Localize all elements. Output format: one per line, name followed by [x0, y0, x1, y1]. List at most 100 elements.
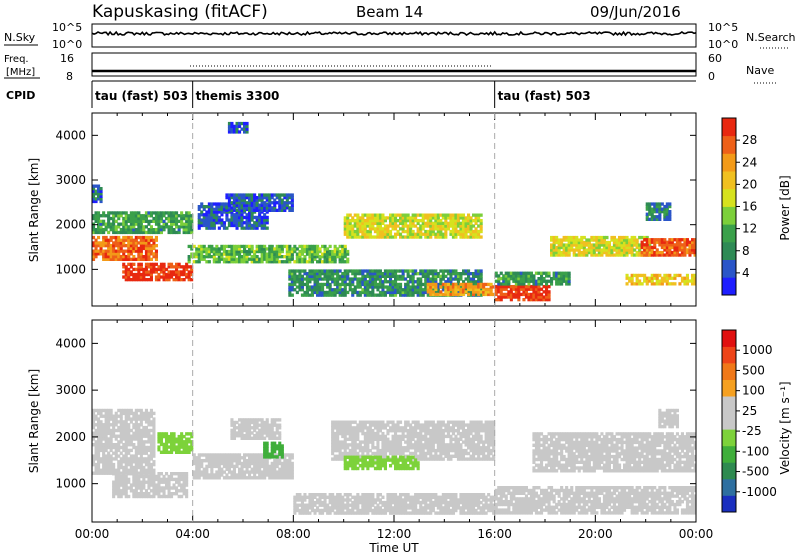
- heatmap-cell: [117, 414, 121, 418]
- heatmap-cell: [353, 277, 357, 281]
- heatmap-cell: [210, 456, 214, 460]
- heatmap-cell: [436, 285, 440, 289]
- heatmap-cell: [326, 285, 330, 289]
- heatmap-cell: [180, 216, 184, 221]
- heatmap-cell: [142, 417, 146, 421]
- heatmap-cell: [373, 423, 377, 427]
- heatmap-cell: [265, 210, 269, 214]
- heatmap-cell: [557, 271, 561, 275]
- heatmap-cell: [381, 431, 385, 436]
- heatmap-cell: [104, 471, 108, 475]
- heatmap-cell: [411, 285, 415, 289]
- heatmap-cell: [167, 494, 171, 499]
- heatmap-cell: [220, 218, 224, 222]
- heatmap-cell: [363, 229, 367, 234]
- heatmap-cell: [456, 219, 460, 223]
- heatmap-cell: [288, 244, 292, 249]
- heatmap-cell: [258, 456, 262, 460]
- heatmap-cell: [167, 230, 171, 235]
- heatmap-cell: [446, 221, 450, 225]
- heatmap-cell: [612, 253, 616, 257]
- heatmap-cell: [132, 489, 136, 493]
- heatmap-cell: [421, 282, 425, 287]
- heatmap-cell: [305, 285, 309, 289]
- heatmap-cell: [152, 219, 156, 223]
- heatmap-cell: [240, 213, 244, 217]
- heatmap-cell: [132, 222, 136, 226]
- heatmap-cell: [250, 203, 254, 207]
- heatmap-cell: [137, 423, 141, 427]
- heatmap-cell: [383, 454, 387, 458]
- heatmap-cell: [180, 278, 184, 282]
- heatmap-cell: [172, 483, 176, 487]
- heatmap-cell: [514, 292, 518, 297]
- heatmap-cell: [202, 218, 206, 222]
- heatmap-cell: [162, 445, 166, 449]
- heatmap-cell: [94, 417, 98, 421]
- heatmap-cell: [479, 282, 483, 287]
- heatmap-cell: [477, 269, 481, 273]
- heatmap-cell: [298, 269, 302, 273]
- heatmap-cell: [431, 282, 435, 287]
- heatmap-cell: [165, 267, 169, 272]
- heatmap-cell: [401, 274, 405, 278]
- heatmap-cell: [129, 457, 133, 461]
- heatmap-cell: [232, 249, 236, 254]
- heatmap-cell: [328, 282, 332, 287]
- heatmap-cell: [376, 288, 380, 292]
- heatmap-cell: [582, 250, 586, 255]
- heatmap-cell: [643, 243, 647, 247]
- heatmap-cell: [147, 241, 151, 245]
- heatmap-cell: [645, 207, 649, 211]
- heatmap-cell: [343, 448, 347, 453]
- heatmap-cell: [139, 411, 143, 416]
- heatmap-cell: [258, 431, 262, 435]
- heatmap-cell: [386, 229, 390, 234]
- heatmap-cell: [102, 462, 106, 467]
- range-tick-label: 3000: [55, 173, 86, 187]
- heatmap-cell: [411, 293, 415, 297]
- heatmap-cell: [389, 219, 393, 223]
- heatmap-cell: [182, 228, 186, 232]
- heatmap-cell: [472, 292, 476, 297]
- heatmap-cell: [366, 285, 370, 289]
- heatmap-cell: [255, 467, 259, 471]
- heatmap-cell: [534, 295, 538, 299]
- heatmap-cell: [240, 428, 244, 433]
- heatmap-cell: [527, 287, 531, 291]
- heatmap-cell: [439, 280, 443, 284]
- heatmap-cell: [529, 295, 533, 299]
- heatmap-cell: [187, 219, 191, 223]
- heatmap-cell: [107, 468, 111, 472]
- heatmap-cell: [467, 221, 471, 225]
- heatmap-cell: [134, 425, 138, 430]
- heatmap-cell: [693, 282, 696, 286]
- heatmap-cell: [600, 238, 604, 242]
- heatmap-cell: [381, 229, 385, 234]
- heatmap-cell: [137, 457, 141, 461]
- heatmap-cell: [235, 130, 239, 134]
- heatmap-cell: [376, 221, 380, 225]
- heatmap-cell: [479, 219, 483, 223]
- heatmap-cell: [449, 269, 453, 273]
- heatmap-cell: [165, 222, 169, 226]
- heatmap-cell: [268, 249, 272, 254]
- heatmap-cell: [152, 489, 156, 493]
- heatmap-cell: [273, 249, 277, 254]
- heatmap-cell: [258, 473, 262, 477]
- heatmap-cell: [159, 477, 163, 482]
- heatmap-cell: [373, 216, 377, 220]
- heatmap-cell: [620, 235, 624, 240]
- heatmap-cell: [109, 431, 113, 435]
- heatmap-cell: [409, 219, 413, 223]
- heatmap-cell: [253, 249, 257, 254]
- heatmap-cell: [265, 426, 269, 430]
- heatmap-cell: [205, 260, 209, 264]
- heatmap-cell: [278, 444, 282, 448]
- heatmap-cell: [507, 277, 511, 281]
- heatmap-cell: [132, 267, 136, 272]
- heatmap-cell: [663, 243, 667, 247]
- heatmap-cell: [250, 210, 254, 214]
- heatmap-cell: [326, 247, 330, 251]
- heatmap-cell: [270, 206, 274, 210]
